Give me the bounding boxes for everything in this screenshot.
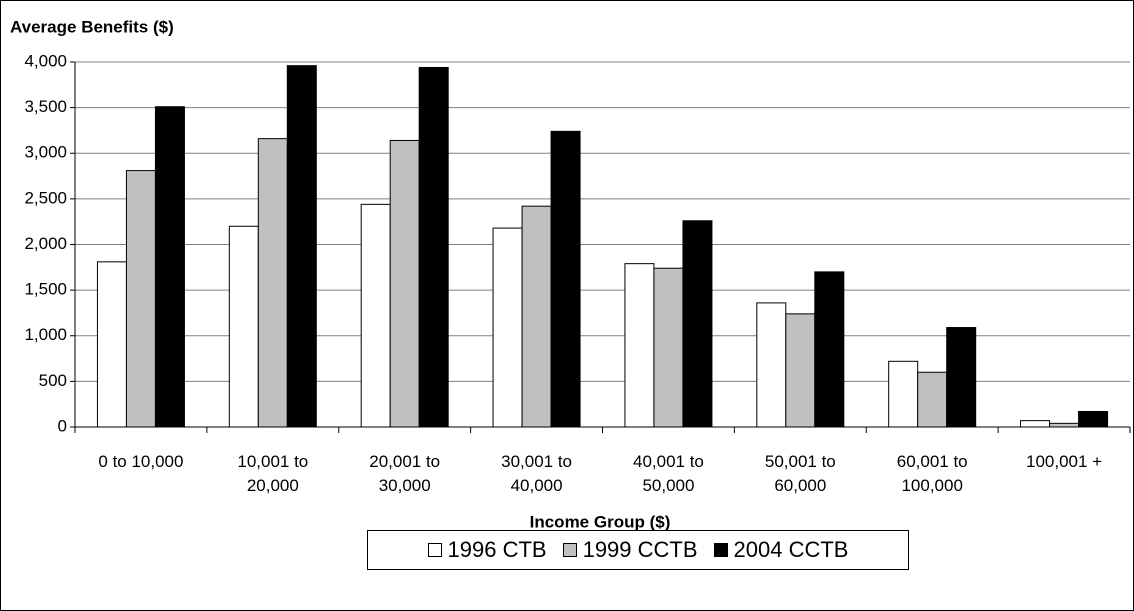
bar bbox=[360, 203, 391, 428]
bar bbox=[1020, 420, 1051, 428]
bar bbox=[946, 327, 977, 428]
y-tick-label: 4,000 bbox=[24, 51, 67, 70]
x-tick-label: 60,001 to 100,000 bbox=[896, 452, 968, 495]
y-tick-label: 3,000 bbox=[24, 143, 67, 162]
bar bbox=[257, 138, 288, 428]
bar bbox=[682, 220, 713, 428]
x-tick-label: 40,001 to 50,000 bbox=[632, 452, 704, 495]
bar bbox=[785, 313, 816, 428]
bar bbox=[125, 170, 156, 428]
x-tick-label: 10,001 to 20,000 bbox=[237, 452, 309, 495]
legend-item: 2004 CCTB bbox=[713, 537, 849, 563]
legend: 1996 CTB 1999 CCTB 2004 CCTB bbox=[367, 530, 909, 570]
x-tick-label: 20,001 to 30,000 bbox=[369, 452, 441, 495]
legend-item: 1996 CTB bbox=[427, 537, 547, 563]
y-tick-label: 3,500 bbox=[24, 97, 67, 116]
bar bbox=[1078, 410, 1109, 428]
bar bbox=[814, 271, 845, 428]
legend-label: 2004 CCTB bbox=[733, 537, 849, 562]
bar bbox=[917, 371, 948, 428]
y-axis-title: Average Benefits ($) bbox=[10, 17, 174, 36]
bar bbox=[96, 261, 127, 428]
bar bbox=[389, 139, 420, 428]
bar bbox=[1049, 422, 1080, 428]
bar bbox=[888, 360, 919, 428]
legend-item: 1999 CCTB bbox=[562, 537, 698, 563]
bar bbox=[228, 225, 259, 428]
y-tick-label: 0 bbox=[58, 416, 67, 435]
bar bbox=[624, 263, 655, 428]
legend-swatch bbox=[427, 543, 442, 557]
legend-swatch bbox=[713, 543, 728, 557]
bar bbox=[653, 267, 684, 428]
y-tick-label: 500 bbox=[39, 371, 67, 390]
legend-swatch bbox=[562, 543, 577, 557]
x-tick-label: 0 to 10,000 bbox=[98, 452, 184, 471]
x-tick-label: 50,001 to 60,000 bbox=[764, 452, 836, 495]
y-tick-label: 1,000 bbox=[24, 325, 67, 344]
legend-label: 1996 CTB bbox=[447, 537, 547, 562]
bar bbox=[550, 130, 581, 428]
bar bbox=[286, 65, 317, 428]
bar bbox=[418, 66, 449, 428]
y-tick-label: 1,500 bbox=[24, 280, 67, 299]
bar bbox=[521, 205, 552, 428]
x-tick-label: 100,001 + bbox=[1026, 452, 1103, 471]
legend-label: 1999 CCTB bbox=[582, 537, 698, 562]
bar bbox=[756, 302, 787, 428]
y-tick-label: 2,000 bbox=[24, 234, 67, 253]
x-axis-title: Income Group ($) bbox=[530, 512, 671, 531]
x-tick-label: 30,001 to 40,000 bbox=[501, 452, 573, 495]
bar bbox=[492, 227, 523, 428]
y-tick-label: 2,500 bbox=[24, 188, 67, 207]
bar bbox=[154, 106, 185, 428]
